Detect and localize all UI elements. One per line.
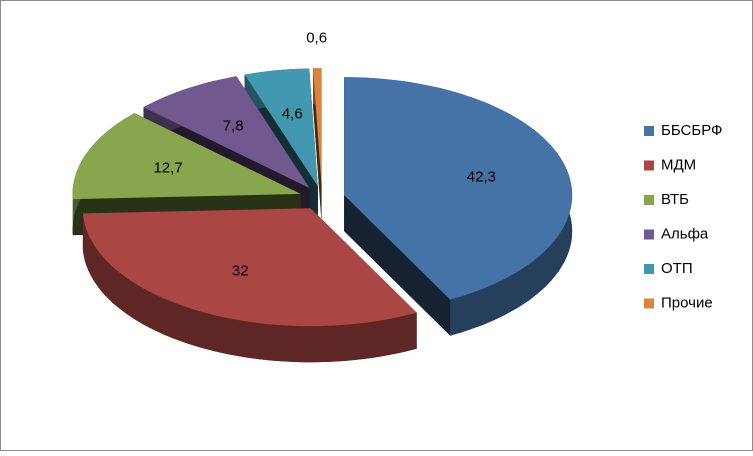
slice <box>313 68 322 187</box>
legend-label: МДМ <box>661 156 696 173</box>
data-label: 4,6 <box>282 105 303 122</box>
data-label: 42,3 <box>467 169 496 186</box>
legend-swatch <box>644 160 654 171</box>
legend-label: Прочие <box>661 294 713 311</box>
legend-swatch <box>644 298 654 309</box>
legend-label: ОТП <box>661 260 693 277</box>
data-label: 0,6 <box>306 29 327 46</box>
slice <box>344 77 573 300</box>
legend-label: Альфа <box>661 225 709 242</box>
slice-wall <box>312 68 322 223</box>
legend-swatch <box>644 229 654 240</box>
legend-swatch <box>644 264 654 274</box>
slice <box>72 113 301 200</box>
legend-swatch <box>644 195 654 205</box>
slice-side <box>82 213 417 363</box>
slice <box>143 76 310 189</box>
legend-label: ББСБРФ <box>661 122 722 139</box>
slice <box>82 208 417 327</box>
data-label: 7,8 <box>223 118 244 135</box>
legend-swatch <box>644 126 654 136</box>
data-label: 12,7 <box>153 159 182 176</box>
legend-label: ВТБ <box>661 191 689 208</box>
slice-wall <box>344 195 451 336</box>
slice <box>244 68 318 187</box>
data-label: 32 <box>232 263 249 280</box>
